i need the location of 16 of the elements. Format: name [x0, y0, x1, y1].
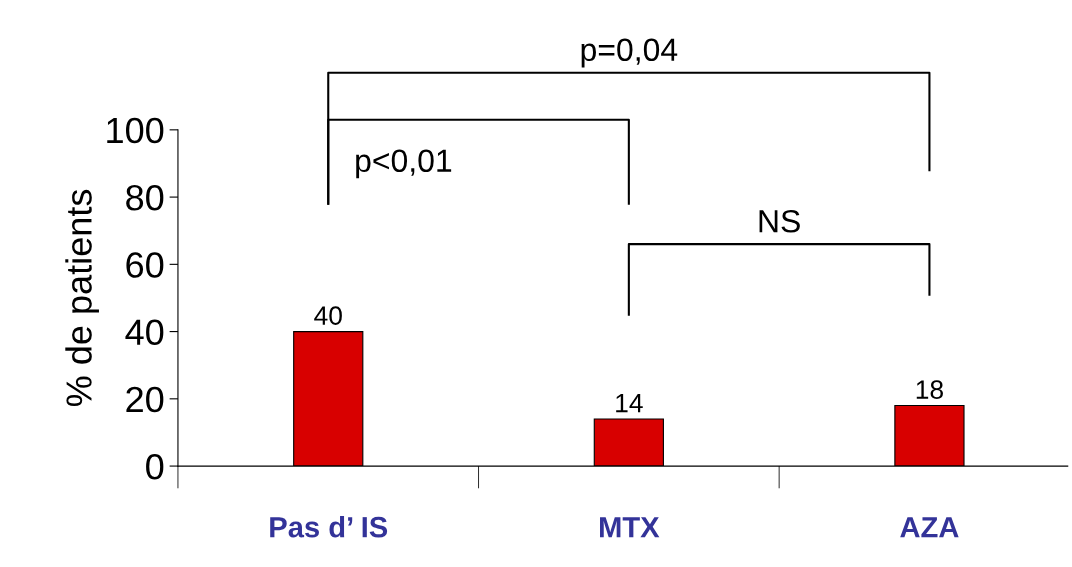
y-tick-label: 0 [146, 453, 164, 480]
x-tick-label: MTX [600, 517, 660, 538]
y-tick-label: 100 [107, 117, 164, 144]
y-tick-label: 40 [125, 319, 164, 346]
y-axis-title: % de patients [65, 189, 99, 407]
y-tick-label: 80 [126, 184, 164, 211]
data-label: 18 [916, 380, 943, 399]
text: p=0,04 [581, 38, 678, 68]
x-tick-label: AZA [900, 517, 959, 538]
data-label: 40 [314, 306, 342, 325]
y-tick-label: 20 [126, 386, 164, 413]
data-label: 14 [616, 393, 643, 413]
x-tick-label: Pas d’ IS [270, 516, 388, 538]
annotation: NS [759, 209, 800, 233]
annotation: p<0,01 [356, 149, 452, 179]
y-tick-label: 60 [126, 252, 164, 278]
